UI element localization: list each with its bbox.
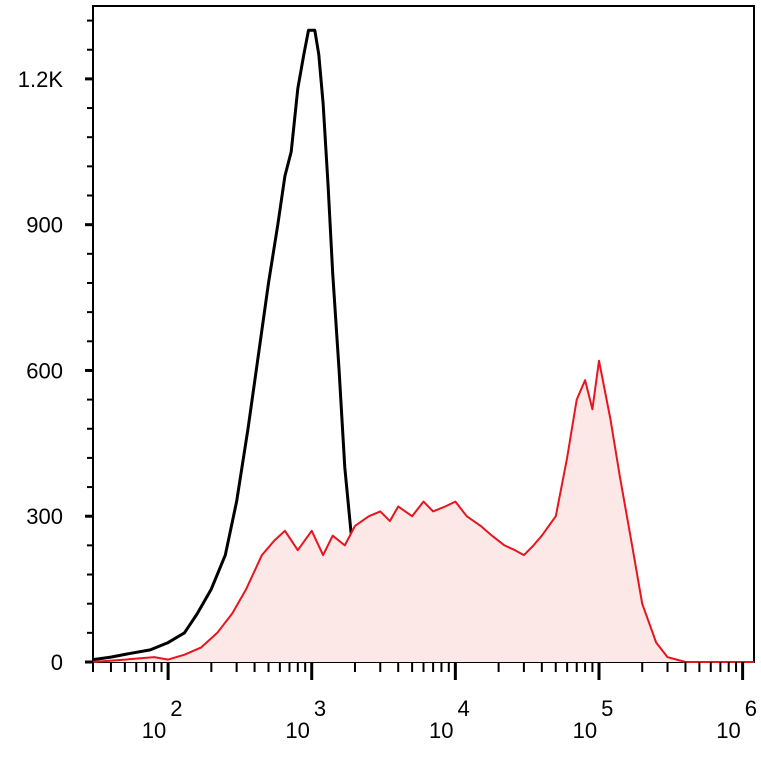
x-tick-base: 10 xyxy=(716,718,740,743)
x-tick-label: 106 xyxy=(716,696,757,743)
x-tick-label: 102 xyxy=(142,696,183,743)
x-tick-exponent: 4 xyxy=(457,696,469,721)
series-0-line xyxy=(92,28,386,663)
x-tick-base: 10 xyxy=(573,718,597,743)
x-tick-base: 10 xyxy=(285,718,309,743)
y-tick-label: 900 xyxy=(26,213,63,238)
x-tick-exponent: 5 xyxy=(601,696,613,721)
y-tick-label: 300 xyxy=(26,504,63,529)
x-tick-label: 105 xyxy=(573,696,614,743)
x-tick-label: 103 xyxy=(285,696,326,743)
series-1-area xyxy=(93,360,754,662)
y-tick-label: 1.2K xyxy=(18,67,64,92)
series-layer xyxy=(92,28,754,663)
y-tick-label: 600 xyxy=(26,358,63,383)
x-tick-base: 10 xyxy=(429,718,453,743)
x-tick-exponent: 6 xyxy=(745,696,757,721)
x-tick-exponent: 2 xyxy=(170,696,182,721)
x-tick-exponent: 3 xyxy=(314,696,326,721)
x-tick-label: 104 xyxy=(429,696,470,743)
x-tick-base: 10 xyxy=(142,718,166,743)
y-tick-label: 0 xyxy=(51,650,63,675)
series-1-line xyxy=(92,359,754,663)
